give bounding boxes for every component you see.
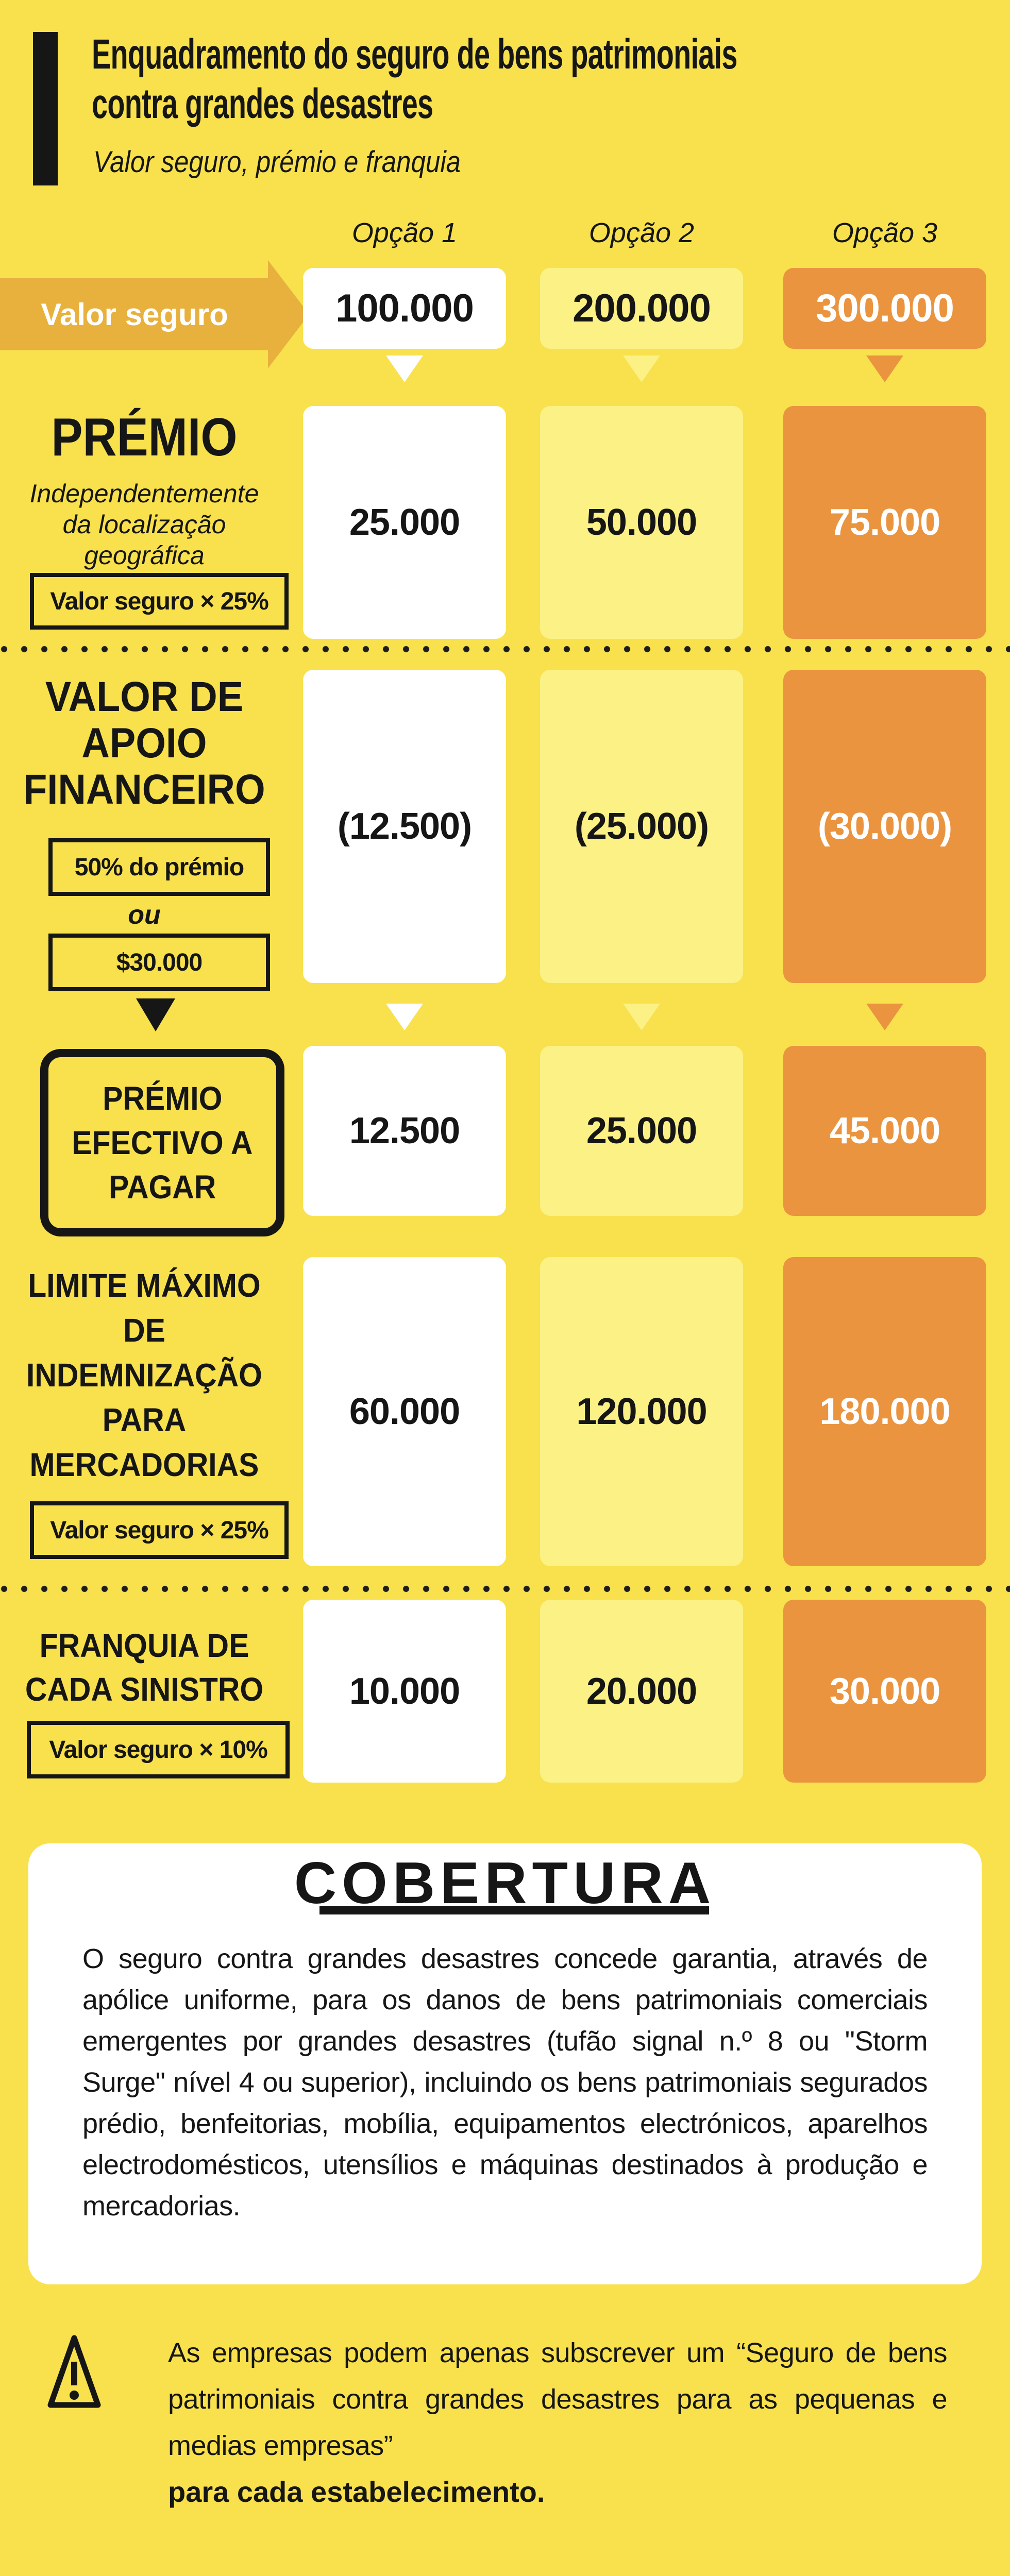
limite-value-opcao-1: 60.000	[303, 1257, 506, 1566]
down-triangle-icon	[623, 355, 660, 382]
dotted-divider	[0, 645, 1010, 653]
franquia-title-line2: CADA SINISTRO	[25, 1671, 264, 1708]
column-header-opcao-3: Opção 3	[832, 217, 938, 248]
page-title-line2: contra grandes desastres	[92, 80, 433, 127]
premio-value-opcao-1: 25.000	[303, 406, 506, 639]
efectivo-value-opcao-3: 45.000	[783, 1046, 986, 1216]
apoio-title-line3: FINANCEIRO	[23, 766, 265, 813]
warning-icon	[46, 2333, 102, 2413]
limite-row-title: LIMITE MÁXIMO DE INDEMNIZAÇÃO PARA MERCA…	[11, 1263, 277, 1487]
black-down-triangle-icon	[136, 998, 175, 1031]
title-accent-bar	[33, 32, 58, 185]
warning-bold-text: para cada estabelecimento.	[168, 2476, 545, 2508]
franquia-value-opcao-3: 30.000	[783, 1600, 986, 1783]
apoio-conjunction: ou	[128, 900, 161, 930]
premio-efectivo-label-box: PRÉMIO EFECTIVO A PAGAR	[40, 1049, 284, 1236]
valor-seguro-value-opcao-3: 300.000	[783, 268, 986, 349]
apoio-title-line2: APOIO	[81, 720, 207, 767]
franquia-row-title: FRANQUIA DE CADA SINISTRO	[11, 1624, 277, 1711]
premio-row-note: Independentemente da localização geográf…	[0, 478, 289, 571]
limite-title-line1: LIMITE MÁXIMO	[28, 1267, 261, 1304]
apoio-value-opcao-1: (12.500)	[303, 670, 506, 983]
column-header-opcao-1: Opção 1	[351, 217, 458, 248]
warning-text: As empresas podem apenas subscrever um “…	[168, 2337, 948, 2461]
apoio-formula-bottom-box: $30.000	[48, 934, 270, 991]
limite-title-line2: DE	[123, 1312, 165, 1349]
franquia-value-opcao-1: 10.000	[303, 1600, 506, 1783]
down-triangle-icon	[386, 1004, 423, 1030]
valor-seguro-label: Valor seguro	[41, 297, 228, 332]
efectivo-value-opcao-1: 12.500	[303, 1046, 506, 1216]
down-triangle-icon	[623, 1004, 660, 1030]
valor-seguro-value-opcao-2: 200.000	[540, 268, 743, 349]
premio-note-line1: Independentemente	[29, 479, 259, 508]
valor-seguro-arrow-head-icon	[268, 260, 309, 368]
apoio-formula-top-box: 50% do prémio	[48, 838, 270, 896]
premio-note-line2: da localização	[62, 510, 226, 539]
cobertura-title: COBERTURA	[294, 1851, 716, 1916]
limite-formula-box: Valor seguro × 25%	[30, 1501, 289, 1559]
valor-seguro-value-opcao-1: 100.000	[303, 268, 506, 349]
apoio-title-line1: VALOR DE	[45, 673, 244, 720]
apoio-value-opcao-3: (30.000)	[783, 670, 986, 983]
apoio-value-opcao-2: (25.000)	[540, 670, 743, 983]
valor-seguro-arrow	[0, 278, 269, 350]
page-subtitle: Valor seguro, prémio e franquia	[93, 145, 461, 179]
page-title: Enquadramento do seguro de bens patrimon…	[92, 30, 737, 129]
page-title-line1: Enquadramento do seguro de bens patrimon…	[92, 31, 737, 78]
down-triangle-icon	[386, 355, 423, 382]
limite-title-line5: MERCADORIAS	[29, 1446, 259, 1483]
efectivo-title-line3: PAGAR	[108, 1168, 216, 1206]
cobertura-body: O seguro contra grandes desastres conced…	[82, 1943, 928, 2222]
efectivo-value-opcao-2: 25.000	[540, 1046, 743, 1216]
limite-value-opcao-3: 180.000	[783, 1257, 986, 1566]
premio-note-line3: geográfica	[84, 541, 205, 570]
column-header-opcao-2: Opção 2	[588, 217, 695, 248]
limite-value-opcao-2: 120.000	[540, 1257, 743, 1566]
franquia-title-line1: FRANQUIA DE	[39, 1627, 249, 1664]
efectivo-title-line1: PRÉMIO	[102, 1080, 223, 1117]
premio-formula-box: Valor seguro × 25%	[30, 573, 289, 630]
cobertura-title-underline	[319, 1906, 709, 1914]
down-triangle-icon	[866, 355, 903, 382]
efectivo-title-line2: EFECTIVO A	[72, 1124, 253, 1161]
franquia-formula-box: Valor seguro × 10%	[27, 1721, 290, 1778]
dotted-divider	[0, 1585, 1010, 1593]
franquia-value-opcao-2: 20.000	[540, 1600, 743, 1783]
premio-value-opcao-2: 50.000	[540, 406, 743, 639]
premio-row-title: PRÉMIO	[51, 408, 238, 467]
premio-value-opcao-3: 75.000	[783, 406, 986, 639]
down-triangle-icon	[866, 1004, 903, 1030]
limite-title-line3: INDEMNIZAÇÃO	[26, 1357, 262, 1394]
cobertura-panel	[28, 1843, 982, 2284]
limite-title-line4: PARA	[102, 1401, 187, 1438]
apoio-row-title: VALOR DE APOIO FINANCEIRO	[11, 674, 277, 813]
